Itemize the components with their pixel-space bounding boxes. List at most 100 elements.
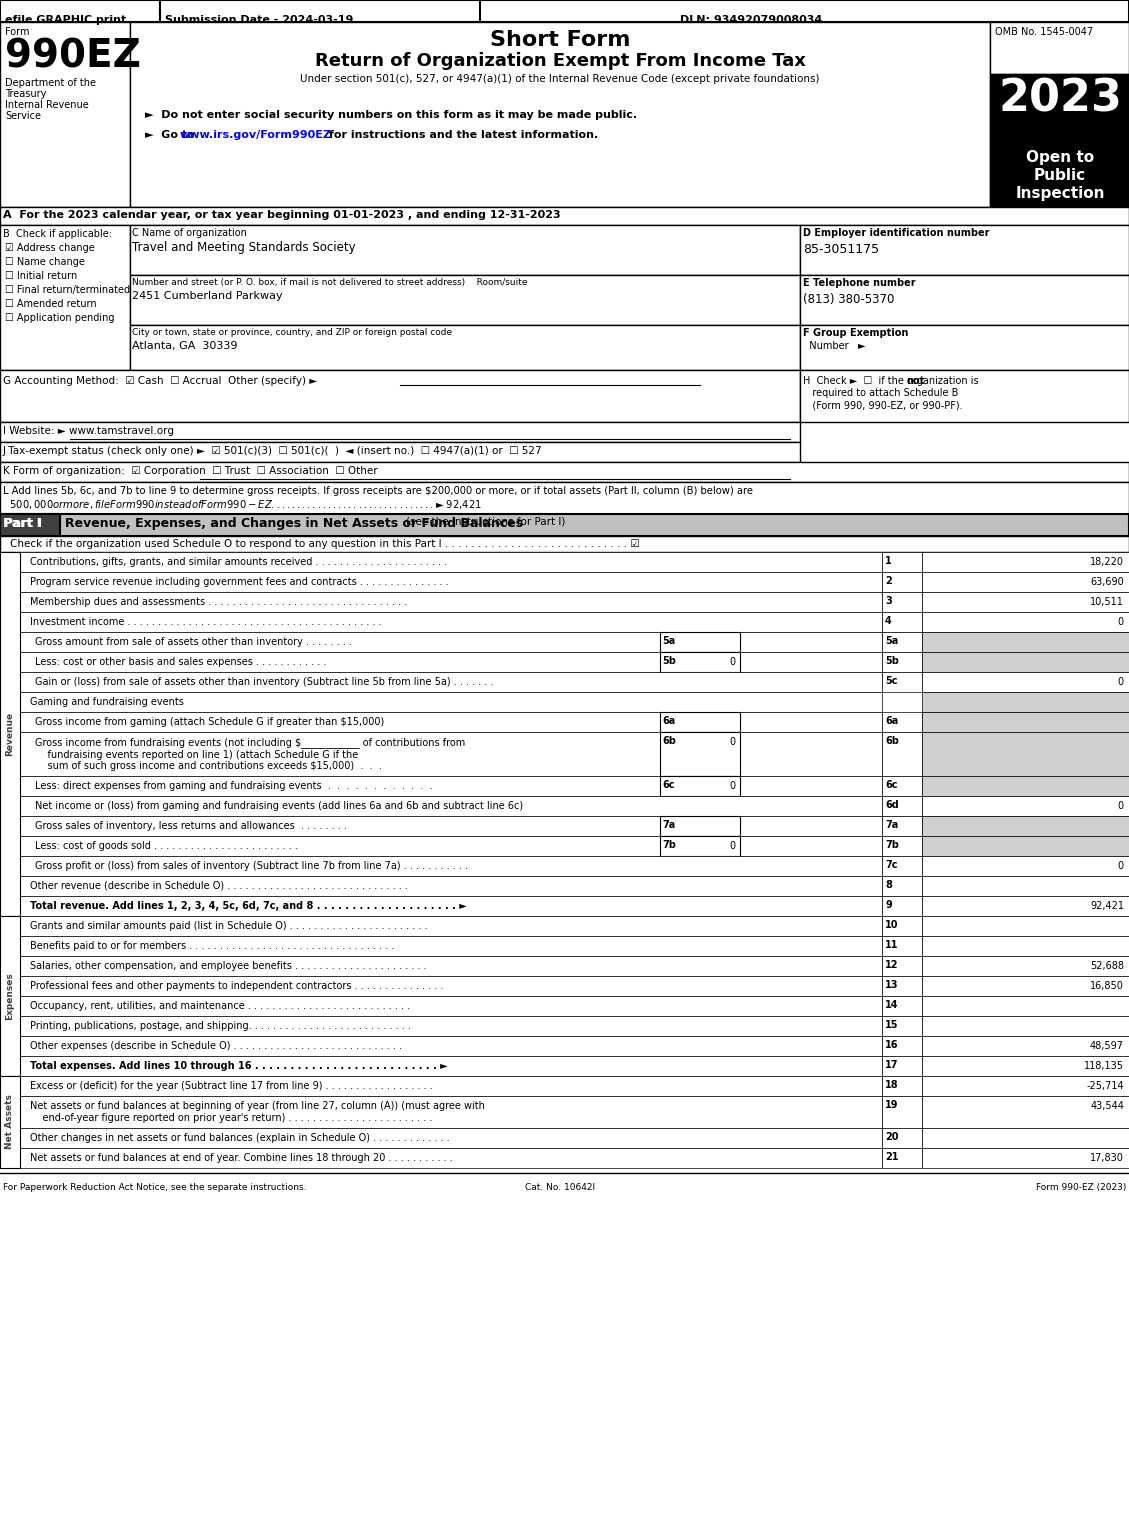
- Bar: [922, 612, 1129, 631]
- Bar: [0, 207, 1129, 226]
- Bar: [922, 956, 1129, 976]
- Bar: [20, 1055, 882, 1077]
- Text: Service: Service: [5, 111, 41, 120]
- Bar: [130, 226, 800, 274]
- Bar: [0, 462, 1129, 482]
- Bar: [882, 976, 922, 996]
- Bar: [130, 325, 800, 371]
- Text: 5a: 5a: [662, 636, 675, 647]
- Text: 13: 13: [885, 981, 899, 990]
- Text: 6b: 6b: [662, 737, 676, 746]
- Text: Grants and similar amounts paid (list in Schedule O) . . . . . . . . . . . . . .: Grants and similar amounts paid (list in…: [30, 921, 428, 930]
- Bar: [922, 796, 1129, 816]
- Bar: [882, 1128, 922, 1148]
- Text: Salaries, other compensation, and employee benefits . . . . . . . . . . . . . . : Salaries, other compensation, and employ…: [30, 961, 427, 971]
- Text: Occupancy, rent, utilities, and maintenance . . . . . . . . . . . . . . . . . . : Occupancy, rent, utilities, and maintena…: [30, 1000, 410, 1011]
- Text: 1: 1: [885, 557, 892, 566]
- Text: ☑ Address change: ☑ Address change: [5, 242, 95, 253]
- Text: Net Assets: Net Assets: [6, 1095, 15, 1150]
- Text: 85-3051175: 85-3051175: [803, 242, 879, 256]
- Text: Total expenses. Add lines 10 through 16 . . . . . . . . . . . . . . . . . . . . : Total expenses. Add lines 10 through 16 …: [30, 1061, 447, 1071]
- Text: 0: 0: [729, 737, 735, 747]
- Text: 0: 0: [1118, 801, 1124, 811]
- Bar: [882, 1077, 922, 1096]
- Bar: [990, 75, 1129, 134]
- Bar: [0, 21, 130, 207]
- Text: 18: 18: [885, 1080, 899, 1090]
- Bar: [20, 552, 882, 572]
- Bar: [800, 371, 1129, 422]
- Text: 5a: 5a: [885, 636, 899, 647]
- Bar: [882, 712, 922, 732]
- Text: 2: 2: [885, 576, 892, 586]
- Text: 3: 3: [885, 596, 892, 605]
- Text: Net assets or fund balances at end of year. Combine lines 18 through 20 . . . . : Net assets or fund balances at end of ye…: [30, 1153, 453, 1164]
- Text: Department of the: Department of the: [5, 78, 96, 88]
- Bar: [0, 0, 160, 21]
- Text: Other revenue (describe in Schedule O) . . . . . . . . . . . . . . . . . . . . .: Other revenue (describe in Schedule O) .…: [30, 881, 408, 891]
- Text: 2451 Cumberland Parkway: 2451 Cumberland Parkway: [132, 291, 282, 300]
- Text: 7b: 7b: [662, 840, 676, 849]
- Bar: [882, 1035, 922, 1055]
- Bar: [882, 836, 922, 856]
- Text: Other expenses (describe in Schedule O) . . . . . . . . . . . . . . . . . . . . : Other expenses (describe in Schedule O) …: [30, 1042, 402, 1051]
- Text: ☐ Application pending: ☐ Application pending: [5, 313, 114, 323]
- Text: 6c: 6c: [885, 779, 898, 790]
- Text: (813) 380-5370: (813) 380-5370: [803, 293, 894, 307]
- Text: F Group Exemption: F Group Exemption: [803, 328, 909, 339]
- Bar: [882, 1096, 922, 1128]
- Bar: [660, 653, 739, 673]
- Text: Professional fees and other payments to independent contractors . . . . . . . . : Professional fees and other payments to …: [30, 981, 444, 991]
- Bar: [922, 1016, 1129, 1035]
- Bar: [20, 572, 882, 592]
- Bar: [20, 1128, 882, 1148]
- Text: 18,220: 18,220: [1089, 557, 1124, 567]
- Text: Check if the organization used Schedule O to respond to any question in this Par: Check if the organization used Schedule …: [10, 538, 640, 549]
- Text: 19: 19: [885, 1100, 899, 1110]
- Text: 0: 0: [1118, 862, 1124, 871]
- Text: Contributions, gifts, grants, and similar amounts received . . . . . . . . . . .: Contributions, gifts, grants, and simila…: [30, 557, 447, 567]
- Text: 43,544: 43,544: [1091, 1101, 1124, 1112]
- Text: OMB No. 1545-0047: OMB No. 1545-0047: [995, 27, 1093, 37]
- Bar: [20, 1148, 882, 1168]
- Text: 990EZ: 990EZ: [5, 38, 141, 76]
- Text: ►  Do not enter social security numbers on this form as it may be made public.: ► Do not enter social security numbers o…: [145, 110, 637, 120]
- Bar: [922, 816, 1129, 836]
- Text: Net assets or fund balances at beginning of year (from line 27, column (A)) (mus: Net assets or fund balances at beginning…: [30, 1101, 484, 1122]
- Bar: [882, 1016, 922, 1035]
- Bar: [922, 673, 1129, 692]
- Text: 5b: 5b: [662, 656, 676, 666]
- Bar: [922, 936, 1129, 956]
- Text: Less: cost or other basis and sales expenses . . . . . . . . . . . .: Less: cost or other basis and sales expe…: [35, 657, 326, 666]
- Text: 0: 0: [1118, 677, 1124, 686]
- Text: L Add lines 5b, 6c, and 7b to line 9 to determine gross receipts. If gross recei: L Add lines 5b, 6c, and 7b to line 9 to …: [3, 486, 753, 511]
- Bar: [882, 612, 922, 631]
- Text: 5c: 5c: [885, 676, 898, 686]
- Bar: [160, 0, 480, 21]
- Bar: [20, 1096, 882, 1128]
- Text: DLN: 93492079008034: DLN: 93492079008034: [680, 15, 822, 24]
- Text: J Tax-exempt status (check only one) ►  ☑ 501(c)(3)  ☐ 501(c)(  )  ◄ (insert no.: J Tax-exempt status (check only one) ► ☑…: [3, 445, 543, 456]
- Text: Part I: Part I: [5, 517, 42, 531]
- Text: Public: Public: [1034, 168, 1086, 183]
- Text: not: not: [905, 377, 925, 386]
- Text: 118,135: 118,135: [1084, 1061, 1124, 1071]
- Bar: [922, 917, 1129, 936]
- Text: Number and street (or P. O. box, if mail is not delivered to street address)    : Number and street (or P. O. box, if mail…: [132, 278, 527, 287]
- Text: 5b: 5b: [885, 656, 899, 666]
- Bar: [660, 776, 739, 796]
- Text: Gain or (loss) from sale of assets other than inventory (Subtract line 5b from l: Gain or (loss) from sale of assets other…: [35, 677, 493, 686]
- Text: For Paperwork Reduction Act Notice, see the separate instructions.: For Paperwork Reduction Act Notice, see …: [3, 1183, 306, 1193]
- Text: (Form 990, 990-EZ, or 990-PF).: (Form 990, 990-EZ, or 990-PF).: [803, 400, 963, 410]
- Text: 17: 17: [885, 1060, 899, 1071]
- Bar: [660, 836, 739, 856]
- Bar: [130, 274, 800, 325]
- Bar: [922, 776, 1129, 796]
- Bar: [922, 631, 1129, 653]
- Bar: [882, 996, 922, 1016]
- Bar: [922, 996, 1129, 1016]
- Bar: [922, 1077, 1129, 1096]
- Bar: [882, 796, 922, 816]
- Bar: [922, 816, 1129, 836]
- Bar: [922, 692, 1129, 712]
